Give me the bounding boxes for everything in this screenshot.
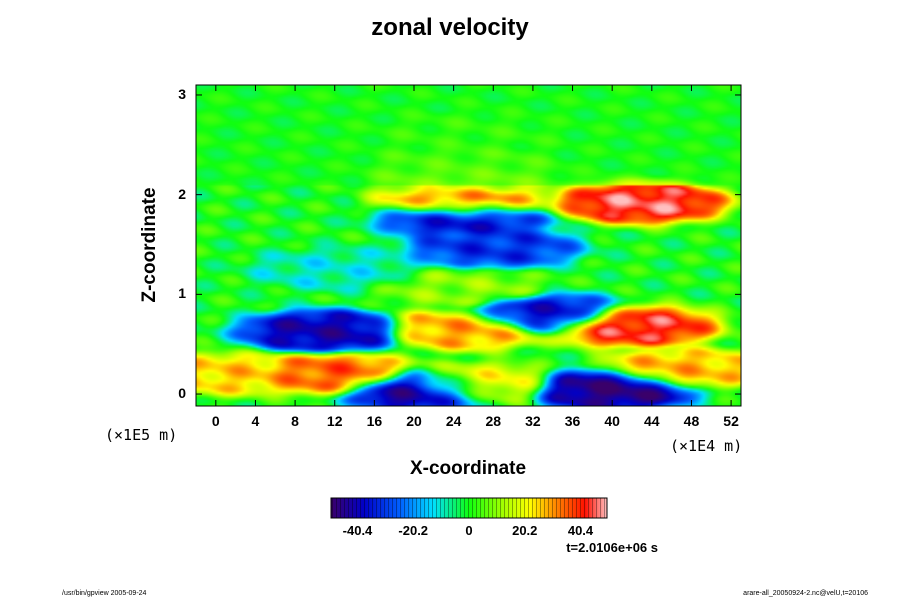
x-tick-label: 20	[406, 413, 422, 429]
x-tick-label: 32	[525, 413, 541, 429]
x-axis-label: X-coordinate	[409, 458, 527, 479]
colorbar-tick-label: -20.2	[398, 523, 429, 538]
x-tick-label: 28	[485, 413, 502, 429]
x-tick-label: 8	[291, 413, 299, 429]
y-tick-label: 3	[178, 85, 186, 102]
axis-ticks	[196, 85, 741, 406]
footer-source: arare-all_20050924-2.nc@velU,t=20106	[743, 590, 868, 597]
colorbar-tick-label: 0	[465, 523, 473, 538]
y-axis-unit: (×1E5 m)	[105, 426, 178, 444]
x-tick-label: 44	[644, 413, 660, 429]
x-axis-unit: (×1E4 m)	[670, 437, 743, 455]
x-tick-label: 36	[564, 413, 581, 429]
chart-title: zonal velocity	[371, 14, 529, 41]
colorbar-stripes	[331, 498, 607, 518]
y-tick-label: 1	[178, 285, 186, 302]
x-tick-label: 52	[723, 413, 739, 429]
footer-program: /usr/bin/gpview 2005-09-24	[62, 590, 147, 597]
y-tick-label: 2	[178, 185, 186, 202]
colorbar-tick-label: 20.2	[512, 523, 538, 538]
time-annotation: t=2.0106e+06 s	[566, 540, 658, 555]
x-tick-label: 0	[211, 413, 220, 429]
plot-frame	[195, 84, 742, 407]
y-tick-label: 0	[178, 385, 186, 402]
colorbar-frame	[330, 497, 608, 519]
x-tick-label: 16	[366, 413, 383, 429]
x-tick-label: 12	[326, 413, 343, 429]
heatmap-field	[196, 85, 741, 406]
colorbar-tick-label: -40.4	[342, 523, 373, 538]
x-tick-label: 24	[445, 413, 462, 429]
colorbar-tick-label: 40.4	[567, 523, 594, 538]
x-tick-label: 48	[683, 413, 700, 429]
x-tick-label: 4	[251, 413, 260, 429]
x-tick-label: 40	[604, 413, 620, 429]
